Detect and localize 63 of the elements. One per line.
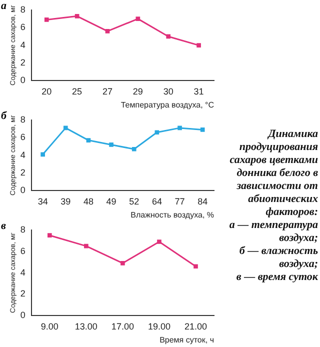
point	[109, 142, 114, 147]
x-tick-label: 19.00	[148, 321, 170, 332]
text: Динамика продуцирования сахаров цветками донника белого в зависимости от абиотических факторов:	[228, 128, 318, 219]
x-tick-label: 30	[163, 86, 174, 96]
point	[86, 138, 91, 142]
y-tick-label: 4	[20, 40, 26, 50]
chart-title: б	[1, 110, 6, 122]
y-tick-label: 8	[20, 114, 26, 124]
y-tick-label: 2	[20, 57, 26, 68]
point	[157, 240, 162, 244]
text: б — влажность воздуха;	[238, 245, 318, 271]
x-tick-label: 29	[132, 86, 143, 96]
point	[178, 126, 182, 130]
point	[154, 130, 160, 135]
text: а — температура воздуха;	[228, 219, 318, 245]
x-tick-label: 31	[194, 86, 204, 96]
x-tick-label: 77	[174, 196, 185, 206]
point	[105, 29, 110, 34]
point	[44, 18, 49, 22]
x-tick-label: 27	[102, 86, 112, 96]
x-tick-label: 21.00	[184, 321, 208, 332]
point	[136, 16, 140, 21]
point	[74, 14, 80, 18]
y-tick-label: 0	[20, 310, 26, 320]
y-tick-label: 4	[20, 150, 26, 160]
x-tick-label: 84	[198, 196, 208, 206]
point	[200, 128, 205, 132]
y-tick-label: 0	[20, 185, 26, 196]
point	[63, 126, 68, 130]
x-tick-label: 20	[42, 86, 52, 96]
x-tick-label: 52	[129, 196, 140, 206]
point	[48, 233, 52, 238]
x-tick-label: 39	[60, 196, 71, 206]
point	[166, 34, 171, 39]
x-tick-label: 17.00	[111, 321, 134, 332]
x-axis-title: Температура воздуха, °C	[120, 100, 214, 110]
y-tick-label: 6	[20, 246, 26, 256]
point	[40, 152, 45, 157]
y-tick-label: 2	[20, 288, 26, 299]
y-tick-label: 4	[20, 267, 26, 278]
y-tick-label: 2	[20, 167, 26, 178]
point	[84, 244, 88, 248]
x-axis-title: Время суток, ч	[160, 335, 214, 344]
point	[196, 43, 201, 48]
chart-title: а	[1, 0, 6, 12]
point	[132, 146, 136, 152]
point	[194, 264, 198, 269]
x-axis-title: Влажность воздуха, %	[130, 210, 214, 220]
x-tick-label: 34	[38, 196, 48, 206]
chart-title: в	[1, 220, 6, 232]
x-tick-label: 49	[106, 196, 116, 206]
y-tick-label: 8	[20, 4, 26, 14]
x-tick-label: 25	[72, 86, 82, 96]
y-tick-label: 8	[20, 224, 26, 234]
y-tick-label: 6	[20, 132, 26, 142]
y-tick-label: 6	[20, 22, 26, 32]
x-tick-label: 64	[152, 196, 162, 206]
x-tick-label: 48	[83, 196, 94, 206]
text: в — время суток	[235, 271, 318, 284]
y-tick-label: 0	[20, 75, 26, 86]
point	[120, 261, 125, 266]
x-tick-label: 13.00	[74, 321, 98, 332]
x-tick-label: 9.00	[40, 321, 58, 332]
